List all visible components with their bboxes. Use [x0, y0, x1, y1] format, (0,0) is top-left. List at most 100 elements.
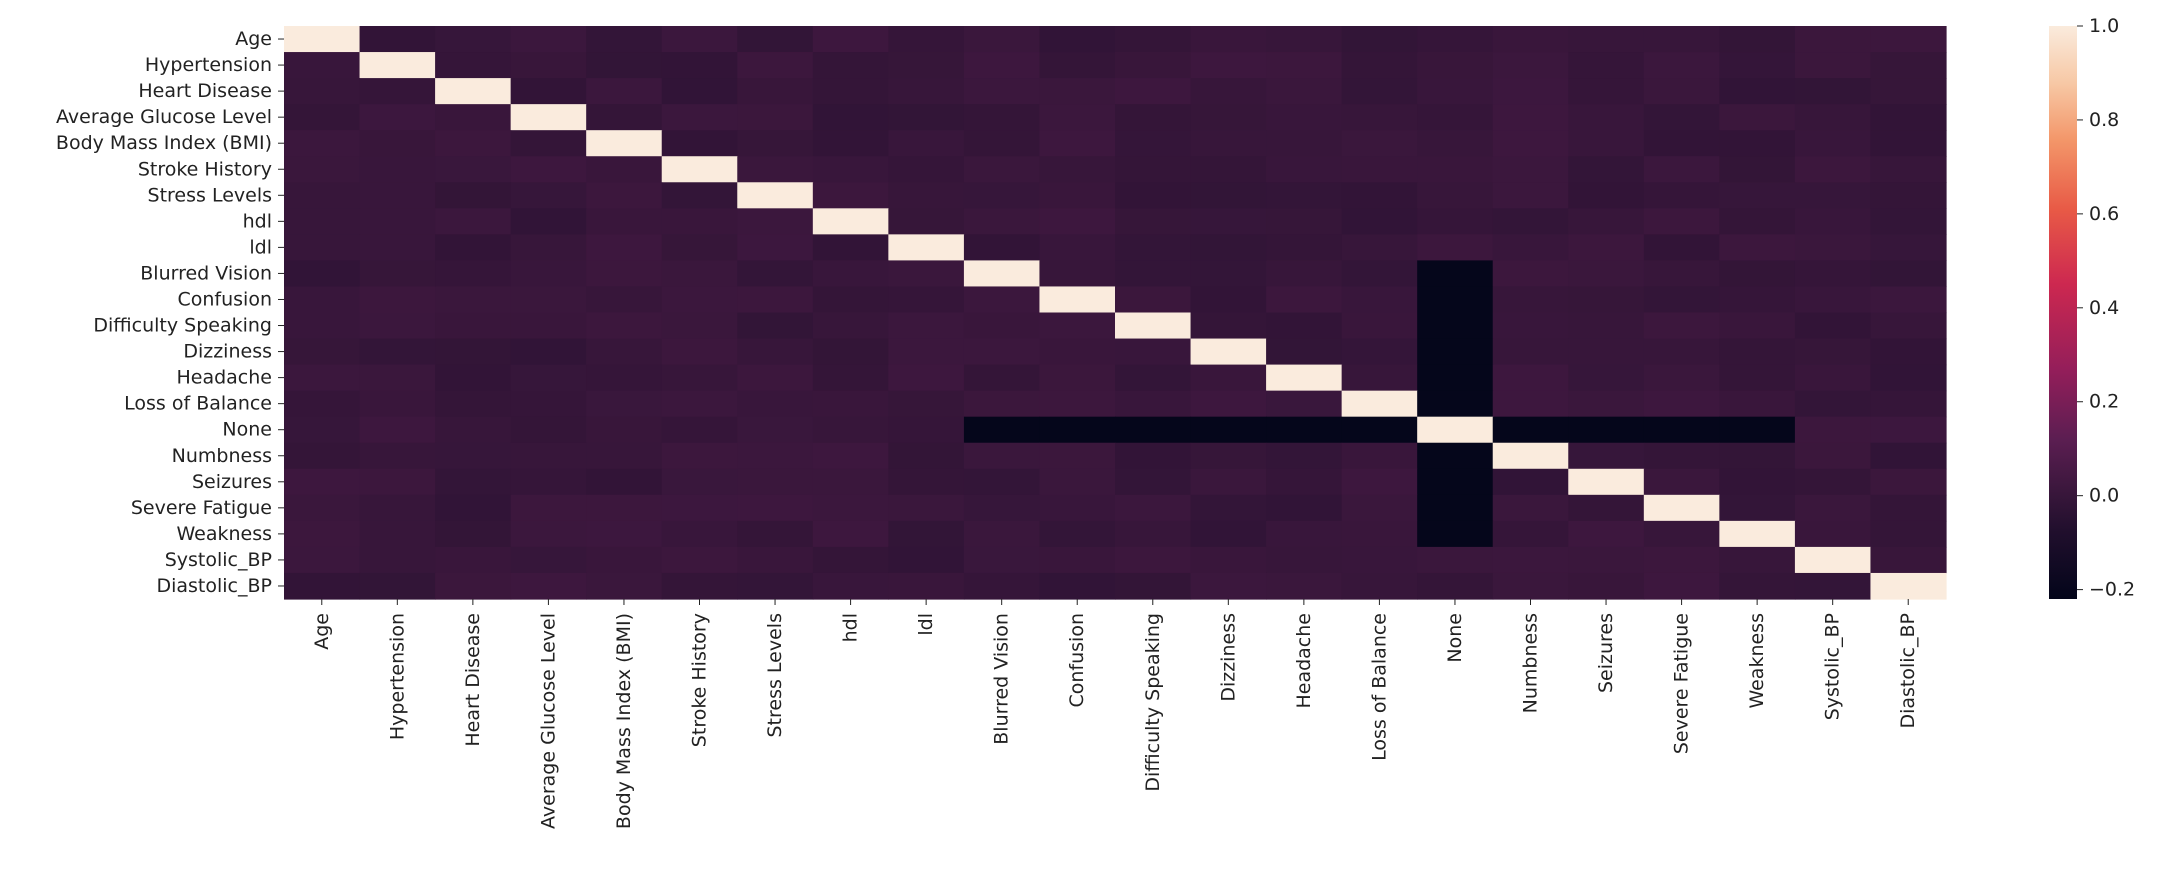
heatmap-cell [963, 546, 1041, 574]
heatmap-cell [586, 494, 663, 522]
heatmap-cell [812, 26, 889, 53]
heatmap-cell [1568, 130, 1645, 157]
heatmap-cell [1266, 312, 1343, 340]
heatmap-cell [586, 338, 663, 366]
heatmap-cell [510, 364, 587, 392]
heatmap-cell [1794, 286, 1872, 314]
heatmap-cell [1115, 260, 1192, 288]
heatmap-cell [1115, 416, 1192, 444]
y-tick-label: Numbness [172, 445, 272, 467]
heatmap-cell [1870, 364, 1947, 392]
heatmap-cell [1039, 312, 1116, 340]
heatmap-cell [737, 156, 814, 183]
heatmap-cell [1794, 312, 1872, 340]
heatmap-cell [1643, 182, 1720, 209]
heatmap-cell [963, 364, 1041, 392]
heatmap-cell [510, 234, 587, 262]
heatmap-cell [359, 546, 436, 574]
heatmap-cell [284, 546, 361, 574]
heatmap-cell [1870, 390, 1947, 418]
heatmap-cell [1719, 78, 1796, 105]
heatmap-cell [359, 338, 436, 366]
heatmap-cell [661, 26, 738, 53]
y-tick-labels: Age Hypertension Heart Disease Average Gluc… [56, 28, 284, 597]
heatmap-cell [1341, 130, 1418, 157]
heatmap-cell [435, 26, 512, 53]
heatmap-cell [963, 156, 1041, 183]
heatmap-cell [1794, 234, 1872, 262]
heatmap-cell [1643, 234, 1720, 262]
heatmap-cell [1039, 286, 1116, 314]
heatmap-cell [1719, 208, 1796, 235]
heatmap-cell [963, 520, 1041, 548]
heatmap-cell [1643, 260, 1720, 288]
heatmap-cell [1719, 546, 1796, 574]
heatmap-cell [1341, 442, 1418, 470]
heatmap-cell [284, 338, 361, 366]
heatmap-cell [1039, 26, 1116, 53]
heatmap-cell [586, 416, 663, 444]
heatmap-cell [1039, 104, 1116, 131]
heatmap-cell [435, 182, 512, 209]
y-tick-label: Dizziness [183, 341, 272, 363]
heatmap-cell [1719, 182, 1796, 209]
heatmap-cell [1039, 546, 1116, 574]
heatmap-cell [1341, 312, 1418, 340]
heatmap-cell [888, 416, 965, 444]
heatmap-cell [1266, 260, 1343, 288]
heatmap-cell [435, 494, 512, 522]
heatmap-cell [510, 208, 587, 235]
heatmap-cell [737, 78, 814, 105]
heatmap-cell [1643, 156, 1720, 183]
y-tick-label: Loss of Balance [124, 393, 272, 415]
heatmap-cell [1643, 338, 1720, 366]
colorbar-tick-label: 1.0 [2089, 15, 2119, 37]
heatmap-cell [1266, 468, 1343, 496]
heatmap-cell [888, 390, 965, 418]
heatmap-cell [1719, 156, 1796, 183]
y-tick-label: Headache [176, 367, 272, 389]
heatmap-cell [1870, 208, 1947, 235]
x-tick-label: Average Glucose Level [537, 613, 559, 829]
heatmap-cell [435, 208, 512, 235]
heatmap-cell [1870, 572, 1947, 600]
heatmap-cell [963, 286, 1041, 314]
heatmap-cell [586, 312, 663, 340]
heatmap-cell [1794, 416, 1872, 444]
heatmap-cell [737, 442, 814, 470]
y-tick-label: Confusion [177, 288, 272, 310]
heatmap-cell [359, 208, 436, 235]
heatmap-cell [510, 468, 587, 496]
heatmap-cell [1039, 390, 1116, 418]
heatmap-cell [1870, 26, 1947, 53]
heatmap-cell [661, 104, 738, 131]
heatmap-cell [586, 78, 663, 105]
heatmap-cell [1568, 234, 1645, 262]
heatmap-cell [737, 208, 814, 235]
heatmap-cell [888, 546, 965, 574]
heatmap-cell [963, 26, 1041, 53]
heatmap-cell [1115, 234, 1192, 262]
heatmap-cell [1266, 52, 1343, 79]
heatmap-cell [1794, 156, 1872, 183]
heatmap-cell [1568, 260, 1645, 288]
heatmap-cell [284, 390, 361, 418]
heatmap-cell [1039, 338, 1116, 366]
heatmap-cell [1719, 442, 1796, 470]
x-tick-label: ldl [915, 613, 937, 636]
heatmap-cell [963, 234, 1041, 262]
heatmap-cell [963, 338, 1041, 366]
heatmap-cell [1341, 104, 1418, 131]
heatmap-cell [963, 572, 1041, 600]
heatmap-cell [661, 286, 738, 314]
heatmap-cell [661, 260, 738, 288]
heatmap-cell [1341, 468, 1418, 496]
heatmap-cell [661, 234, 738, 262]
heatmap-cell [1039, 572, 1116, 600]
heatmap-cell [359, 130, 436, 157]
heatmap-cell [888, 26, 965, 53]
heatmap-cell [812, 208, 889, 235]
heatmap-cell [284, 52, 361, 79]
heatmap-cell [1870, 130, 1947, 157]
heatmap-cell [359, 520, 436, 548]
